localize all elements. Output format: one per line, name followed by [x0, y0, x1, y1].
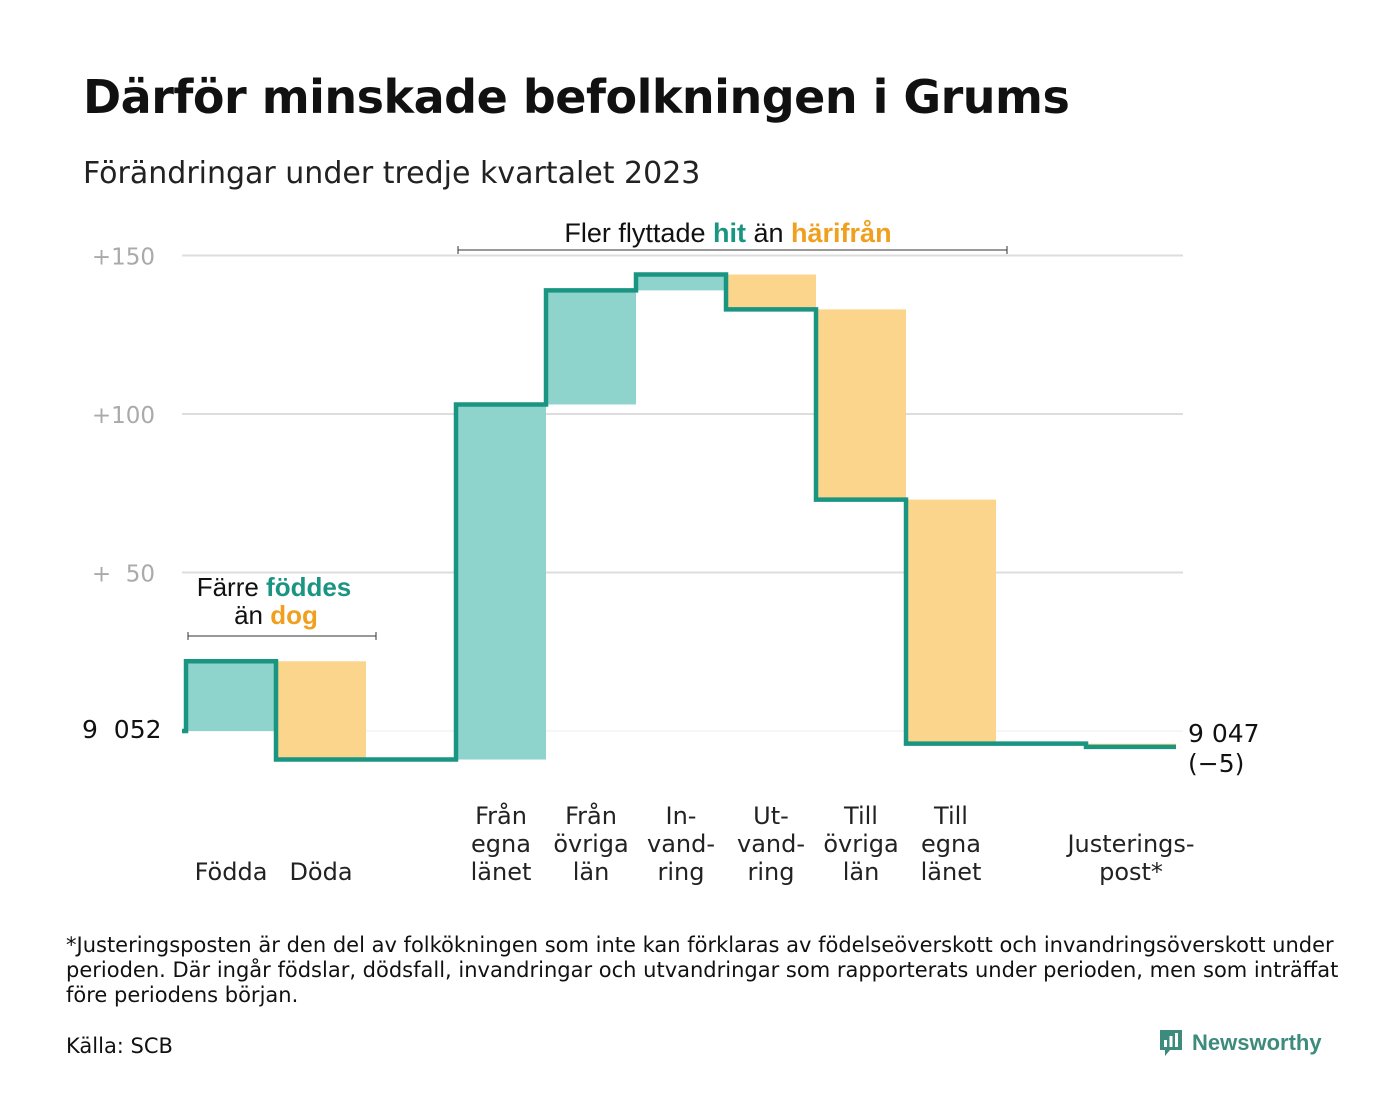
- category-label: Till: [933, 802, 968, 830]
- annotation-highlight-increase: hit: [713, 218, 746, 248]
- category-label: Från: [565, 801, 617, 830]
- category-label: län: [843, 858, 880, 886]
- line-layer: [182, 272, 1176, 762]
- category-label: Födda: [195, 858, 268, 886]
- category-label: In-: [666, 802, 697, 830]
- chart-title: Därför minskade befolkningen i Grums: [83, 70, 1070, 124]
- waterfall-chart: + 50+100+150 Födda DödaFrånegnalänetFrånö…: [82, 218, 1260, 886]
- births-deaths-annotation-line1: Färre föddes: [197, 572, 352, 602]
- decrease-bar: [906, 499, 996, 744]
- category-label: Från: [475, 801, 527, 830]
- annotation-highlight-decrease: härifrån: [791, 218, 892, 248]
- category-label: övriga: [553, 830, 628, 858]
- category-label: ring: [658, 858, 705, 886]
- category-label: egna: [921, 830, 981, 858]
- births-deaths-annotation-line2: än dog: [234, 600, 318, 630]
- end-change-label: (−5): [1188, 749, 1244, 778]
- category-label: län: [573, 858, 610, 886]
- end-value-label: 9 047: [1188, 719, 1260, 748]
- increase-bar: [636, 274, 726, 291]
- y-tick-label: +150: [92, 245, 155, 271]
- category-label: länet: [921, 858, 982, 886]
- grid-layer: + 50 +100 +150: [92, 245, 1183, 732]
- category-label: post*: [1099, 858, 1163, 886]
- category-label: vand-: [647, 830, 715, 858]
- category-label: egna: [471, 830, 531, 858]
- births-deaths-annotation: Färre föddes än dog: [187, 572, 377, 640]
- category-label: övriga: [823, 830, 898, 858]
- brand-name: Newsworthy: [1192, 1030, 1322, 1055]
- source-label: Källa: SCB: [66, 1034, 173, 1058]
- decrease-bar: [726, 274, 816, 310]
- brand-logo: Newsworthy: [1158, 1028, 1322, 1058]
- y-tick-label: + 50: [92, 562, 155, 588]
- cumulative-line: [182, 272, 1176, 762]
- category-label: ring: [748, 858, 795, 886]
- start-value-label: 9 052: [82, 715, 162, 744]
- annotation-highlight-decrease: dog: [270, 600, 318, 630]
- label-layer: Födda DödaFrånegnalänetFrånövrigalänIn-va…: [195, 801, 1195, 886]
- increase-bar: [186, 661, 276, 731]
- migration-annotation: Fler flyttade hit än härifrån: [457, 218, 1008, 254]
- category-label: Ut-: [753, 802, 789, 830]
- category-label: Döda: [289, 858, 352, 886]
- annotation-text: än: [234, 600, 270, 630]
- decrease-bar: [816, 309, 906, 500]
- category-label: länet: [471, 858, 532, 886]
- annotation-text: än: [746, 218, 791, 248]
- chart-subtitle: Förändringar under tredje kvartalet 2023: [83, 156, 701, 191]
- annotation-text: Fler flyttade: [564, 218, 713, 248]
- annotation-highlight-increase: föddes: [266, 572, 351, 602]
- increase-bar: [546, 290, 636, 405]
- bar-layer: [186, 274, 1176, 760]
- category-label: vand-: [737, 830, 805, 858]
- category-label: Till: [843, 802, 878, 830]
- annotation-text: Färre: [197, 572, 266, 602]
- category-label: Justerings-: [1065, 830, 1194, 858]
- migration-annotation-text: Fler flyttade hit än härifrån: [564, 218, 891, 248]
- footnote: *Justeringsposten är den del av folkökni…: [66, 933, 1339, 1007]
- y-tick-label: +100: [92, 403, 155, 429]
- increase-bar: [456, 404, 546, 760]
- decrease-bar: [276, 661, 366, 760]
- bar-chart-speech-icon: [1160, 1030, 1182, 1056]
